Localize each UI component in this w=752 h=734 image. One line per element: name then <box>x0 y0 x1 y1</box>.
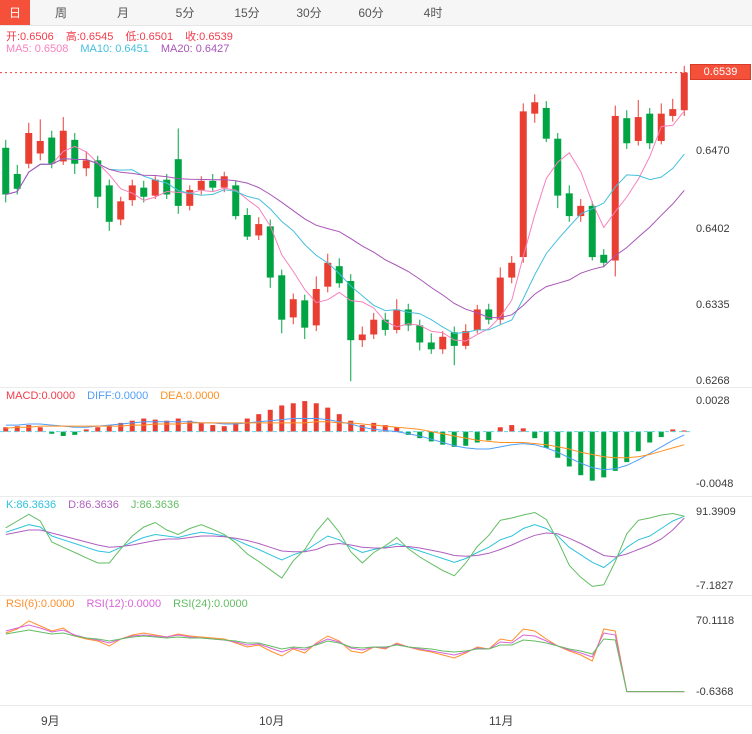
macd-header-row-1: MACD:0.0000 DIFF:0.0000 DEA:0.0000 <box>6 390 220 402</box>
rsi12-line <box>5 624 685 693</box>
x-axis-month-label-2: 11月 <box>489 714 514 728</box>
main-header-row-2: MA5: 0.6508 MA10: 0.6451 MA20: 0.6427 <box>6 43 229 55</box>
kdj-y-axis: 91.3909 -7.1827 <box>690 497 752 595</box>
main-close-label: 收:0.6539 <box>185 31 233 43</box>
timeframe-tab-6[interactable]: 60分 <box>358 6 384 20</box>
main-header-row-1: 开:0.6506 高:0.6545 低:0.6501 收:0.6539 <box>6 28 233 44</box>
main-ma5-label: MA5: 0.6508 <box>6 43 69 55</box>
main-ytick-3: 0.6268 <box>696 375 730 387</box>
timeframe-tab-0[interactable]: 日 <box>0 0 30 25</box>
dea-line <box>5 421 685 459</box>
rsi6-line <box>5 620 685 693</box>
macd-plot[interactable] <box>0 388 690 497</box>
kdj-plot[interactable] <box>0 497 690 596</box>
kdj-header-row-1: K:86.3636 D:86.3636 J:86.3636 <box>6 499 179 511</box>
main-ytick-0: 0.6470 <box>696 145 730 157</box>
main-plot[interactable] <box>0 26 690 388</box>
rsi-plot[interactable] <box>0 596 690 706</box>
macd-macd-label: MACD:0.0000 <box>6 390 76 402</box>
rsi-rsi6-label: RSI(6):0.0000 <box>6 598 75 610</box>
x-axis: 9月 10月 11月 <box>0 706 752 734</box>
rsi-ytick-0: 70.1118 <box>696 615 735 627</box>
current-price-tag: 0.6539 <box>690 64 751 80</box>
main-low-label: 低:0.6501 <box>125 31 174 43</box>
macd-panel: 0.0028 -0.0048 MACD:0.0000 DIFF:0.0000 DEA:0… <box>0 388 752 497</box>
timeframe-tab-5[interactable]: 30分 <box>296 6 322 20</box>
rsi-rsi24-label: RSI(24):0.0000 <box>173 598 248 610</box>
j-line <box>5 511 685 587</box>
chart-panels: 0.6539 0.6470 0.6402 0.6335 0.6268 开:0.6506 高:… <box>0 26 752 706</box>
macd-diff-label: DIFF:0.0000 <box>87 390 149 402</box>
macd-dea-label: DEA:0.0000 <box>160 390 220 402</box>
x-axis-month-label-0: 9月 <box>41 714 60 728</box>
kdj-d-label: D:86.3636 <box>68 499 119 511</box>
candles <box>2 65 688 382</box>
rsi-header-row-1: RSI(6):0.0000 RSI(12):0.0000 RSI(24):0.000… <box>6 598 248 610</box>
d-line <box>5 517 685 558</box>
rsi-panel: 70.1118 -0.6368 RSI(6):0.0000 RSI(12):0.000… <box>0 596 752 706</box>
kdj-j-label: J:86.3636 <box>130 499 180 511</box>
kdj-ytick-1: -7.1827 <box>696 580 734 592</box>
main-ytick-2: 0.6335 <box>696 299 730 311</box>
main-open-label: 开:0.6506 <box>6 31 54 43</box>
rsi-ytick-1: -0.6368 <box>696 686 734 698</box>
main-ma10-label: MA10: 0.6451 <box>80 43 149 55</box>
timeframe-tab-4[interactable]: 15分 <box>234 6 260 20</box>
main-panel: 0.6539 0.6470 0.6402 0.6335 0.6268 开:0.6506 高:… <box>0 26 752 388</box>
macd-y-axis: 0.0028 -0.0048 <box>690 388 752 496</box>
rsi-y-axis: 70.1118 -0.6368 <box>690 596 752 705</box>
timeframe-tab-1[interactable]: 周 <box>54 6 67 20</box>
ma10-line <box>5 153 685 334</box>
main-ytick-1: 0.6402 <box>696 223 730 235</box>
main-high-label: 高:0.6545 <box>65 31 114 43</box>
macd-histogram <box>3 401 687 481</box>
ma5-line <box>5 110 685 342</box>
main-ma20-label: MA20: 0.6427 <box>160 43 230 55</box>
kdj-ytick-0: 91.3909 <box>696 506 736 518</box>
macd-ytick-1: -0.0048 <box>696 478 734 490</box>
ma20-line <box>5 158 685 319</box>
rsi24-line <box>5 629 685 693</box>
timeframe-tab-3[interactable]: 5分 <box>175 6 195 20</box>
x-axis-month-label-1: 10月 <box>259 714 285 728</box>
macd-ytick-0: 0.0028 <box>696 395 730 407</box>
timeframe-tab-2[interactable]: 月 <box>116 6 129 20</box>
rsi-rsi12-label: RSI(12):0.0000 <box>86 598 162 610</box>
k-line <box>5 515 685 569</box>
kdj-k-label: K:86.3636 <box>6 499 57 511</box>
timeframe-toolbar: 日 周 月 5分 15分 30分 60分 4时 <box>0 0 752 26</box>
timeframe-tab-7[interactable]: 4时 <box>423 6 443 20</box>
kdj-panel: 91.3909 -7.1827 K:86.3636 D:86.3636 J:86.363… <box>0 497 752 596</box>
main-y-axis: 0.6539 0.6470 0.6402 0.6335 0.6268 <box>690 26 752 387</box>
